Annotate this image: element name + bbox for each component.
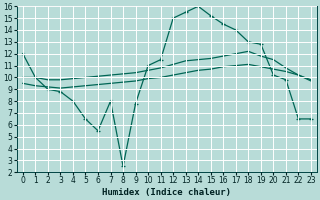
X-axis label: Humidex (Indice chaleur): Humidex (Indice chaleur) bbox=[102, 188, 231, 197]
